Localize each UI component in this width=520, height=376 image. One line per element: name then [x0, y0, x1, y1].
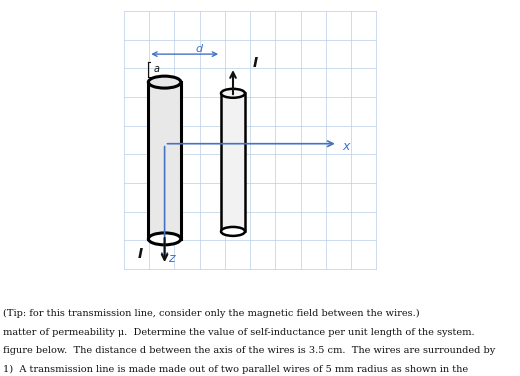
Ellipse shape: [221, 227, 245, 236]
Text: (Tip: for this transmission line, consider only the magnetic field between the w: (Tip: for this transmission line, consid…: [4, 309, 420, 318]
Text: a: a: [153, 64, 160, 74]
Text: z: z: [168, 252, 175, 265]
Text: figure below.  The distance d between the axis of the wires is 3.5 cm.  The wire: figure below. The distance d between the…: [4, 346, 496, 355]
Bar: [221, 93, 245, 231]
Text: 1)  A transmission line is made made out of two parallel wires of 5 mm radius as: 1) A transmission line is made made out …: [4, 365, 469, 374]
Ellipse shape: [148, 233, 181, 245]
Text: I: I: [253, 56, 258, 70]
Bar: [148, 82, 181, 239]
Text: I: I: [137, 247, 142, 261]
Text: matter of permeability μ.  Determine the value of self-inductance per unit lengt: matter of permeability μ. Determine the …: [4, 328, 475, 337]
Text: d: d: [195, 44, 202, 54]
Ellipse shape: [148, 76, 181, 88]
Text: x: x: [342, 140, 349, 153]
Ellipse shape: [221, 89, 245, 98]
